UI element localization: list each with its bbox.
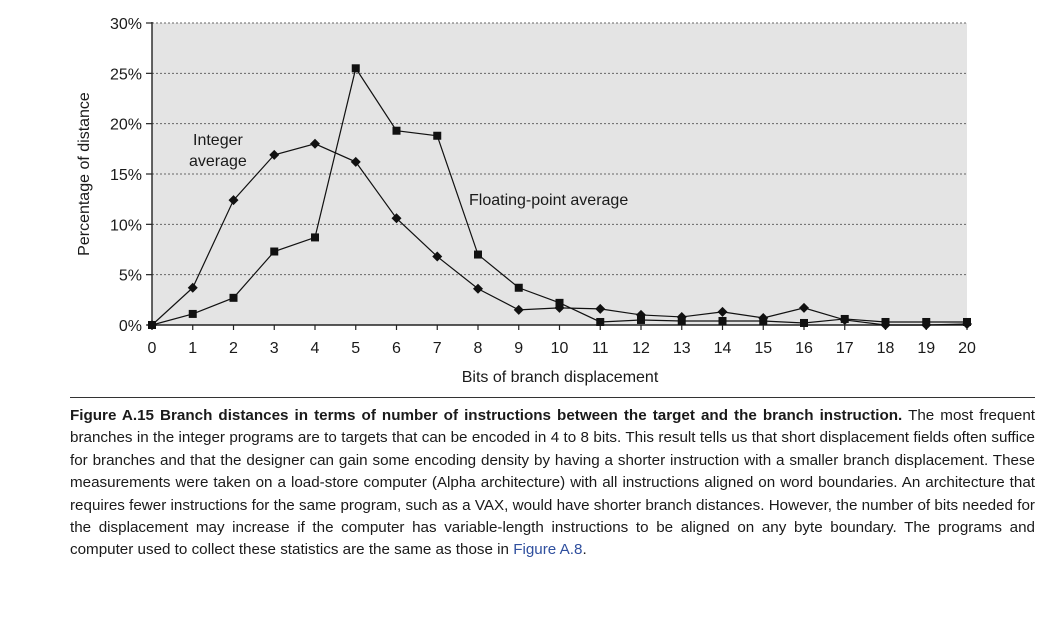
point-floating-point-3 [270,247,279,256]
annotation-integer-line1: Integer [193,132,243,149]
point-floating-point-7 [433,131,442,140]
point-floating-point-19 [922,317,931,326]
x-tick-label-7: 7 [433,340,442,357]
point-floating-point-1 [188,309,197,318]
point-integer-4 [310,138,320,149]
axes [146,22,968,330]
caption-divider [70,397,1035,398]
point-integer-9 [513,304,524,315]
point-floating-point-0 [148,321,156,329]
point-integer-7 [432,251,443,262]
x-tick-label-16: 16 [795,340,813,357]
y-tick-labels: 0% 5% 10% 15% 20% 25% 30% [110,16,142,335]
point-integer-8 [473,283,483,294]
x-tick-label-0: 0 [148,340,157,357]
x-axis-title: Bits of branch displacement [462,369,659,386]
point-integer-3 [269,149,280,160]
point-floating-point-16 [800,318,808,327]
point-integer-14 [717,306,728,317]
figure-a8-link[interactable]: Figure A.8 [513,541,583,559]
x-tick-label-4: 4 [311,340,320,357]
y-axis-title: Percentage of distance [76,92,93,256]
point-floating-point-9 [514,283,523,292]
y-tick-label-2: 10% [110,217,142,234]
point-floating-point-18 [881,317,890,326]
x-tick-label-1: 1 [188,340,197,357]
x-tick-label-2: 2 [229,340,238,357]
point-integer-1 [187,282,198,293]
x-tick-label-19: 19 [917,340,935,357]
point-floating-point-14 [718,316,727,325]
annotation-integer-line2: average [189,153,247,170]
point-floating-point-12 [637,315,645,324]
point-floating-point-10 [555,298,564,307]
point-floating-point-13 [677,316,686,325]
x-tick-label-20: 20 [958,340,976,357]
caption-end: . [582,541,587,559]
point-floating-point-20 [963,317,971,326]
point-floating-point-8 [474,250,482,259]
x-tick-label-14: 14 [714,340,732,357]
x-tick-labels: 0 1 2 3 4 5 6 7 8 9 10 11 12 13 14 15 16 17 18 19 20 [148,340,976,357]
caption-body: The most frequent branches in the intege… [70,407,1035,559]
point-integer-16 [799,302,809,313]
point-floating-point-5 [351,64,360,73]
annotation-floating-point: Floating-point average [469,192,628,209]
x-tick-label-15: 15 [754,340,772,357]
x-tick-label-17: 17 [836,340,854,357]
point-floating-point-17 [840,314,849,323]
point-floating-point-15 [759,316,768,325]
x-tick-label-11: 11 [592,340,609,357]
x-tick-label-18: 18 [877,340,895,357]
y-tick-label-4: 20% [110,117,142,134]
x-tick-label-3: 3 [270,340,279,357]
point-floating-point-4 [311,233,319,242]
series-layer [147,64,972,330]
x-tick-label-6: 6 [392,340,401,357]
y-tick-label-1: 5% [119,268,142,285]
point-floating-point-2 [229,293,238,302]
x-tick-label-12: 12 [632,340,650,357]
y-tick-label-3: 15% [110,167,142,184]
x-tick-label-8: 8 [474,340,483,357]
point-integer-6 [391,213,402,224]
x-tick-label-9: 9 [514,340,523,357]
figure-caption: Figure A.15 Branch distances in terms of… [70,405,1035,562]
x-tick-label-5: 5 [351,340,360,357]
point-floating-point-6 [392,126,401,135]
y-tick-label-0: 0% [119,318,142,335]
series-floating-point [148,64,971,329]
plot-area [152,23,967,325]
y-tick-label-6: 30% [110,16,142,33]
caption-lead: Figure A.15 Branch distances in terms of… [70,407,903,424]
point-floating-point-11 [596,317,605,326]
x-tick-label-10: 10 [551,340,569,357]
point-integer-5 [350,156,361,167]
point-integer-11 [595,303,606,314]
y-tick-label-5: 25% [110,66,142,83]
chart-svg: 0%5%10%15%20%25%30% 0 1 2 3 4 5 6 7 8 9 10 11 12 13 14… [76,16,976,386]
x-tick-label-13: 13 [673,340,691,357]
point-integer-2 [228,195,239,206]
chart: 0% 5% 10% 15% 20% 25% 30% 0 1 2 3 4 5 6 7 8 9 10 11 12 13 14… [76,16,976,386]
